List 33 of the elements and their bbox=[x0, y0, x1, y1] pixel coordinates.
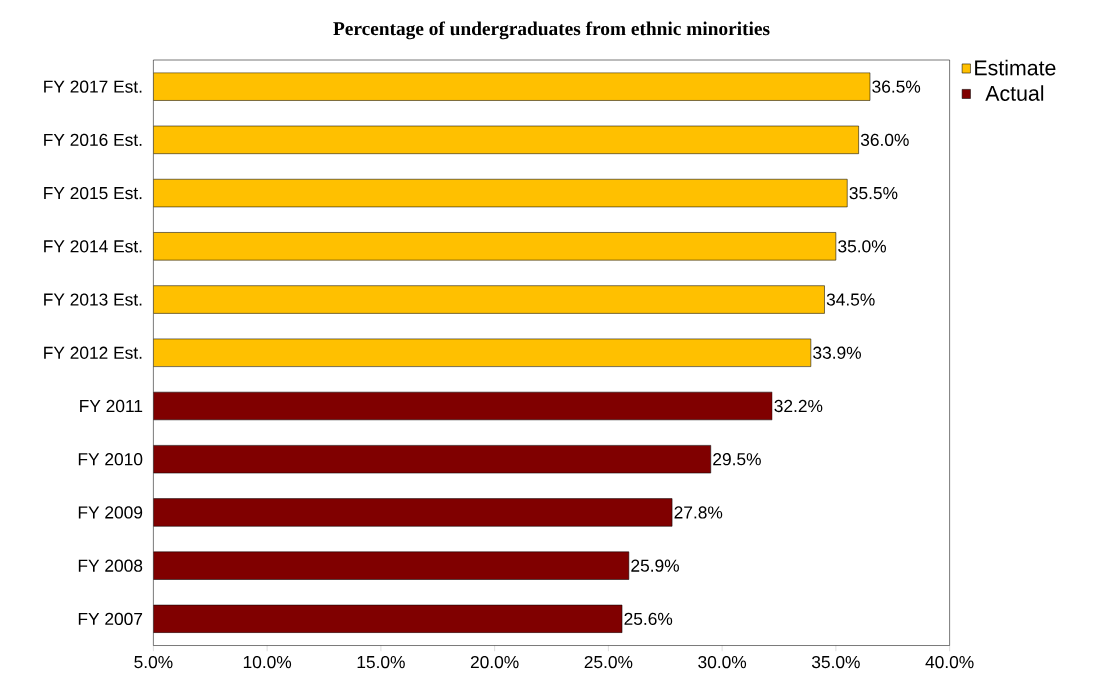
data-label: 35.5% bbox=[849, 187, 898, 200]
y-tick-label: FY 2011 bbox=[80, 400, 143, 413]
x-tick-label: 15.0% bbox=[357, 656, 405, 669]
data-label: 36.0% bbox=[860, 133, 909, 147]
x-tick-label: 25.0% bbox=[584, 656, 633, 669]
x-tick-label: 35.0% bbox=[811, 656, 860, 669]
y-tick-label: FY 2016 Est. bbox=[44, 133, 142, 147]
y-tick-label: FY 2012 Est. bbox=[44, 346, 142, 360]
chart-title: Percentage of undergraduates from ethnic minorities bbox=[333, 21, 770, 40]
data-label: 25.6% bbox=[624, 613, 673, 626]
data-label: 34.5% bbox=[826, 293, 875, 306]
y-tick-label: FY 2007 bbox=[78, 613, 143, 626]
x-tick-label: 5.0% bbox=[134, 656, 173, 669]
legend-label: Actual bbox=[985, 85, 1044, 102]
data-label: 36.5% bbox=[872, 80, 921, 93]
data-label: 29.5% bbox=[713, 453, 761, 466]
data-label: 32.2% bbox=[774, 400, 823, 413]
y-tick-label: FY 2017 Est. bbox=[44, 80, 142, 93]
legend-label: Estimate bbox=[975, 60, 1056, 76]
x-tick-label: 10.0% bbox=[243, 656, 292, 669]
data-label: 25.9% bbox=[631, 559, 679, 573]
y-tick-label: FY 2014 Est. bbox=[44, 240, 142, 253]
x-tick-label: 20.0% bbox=[470, 656, 519, 669]
y-tick-label: FY 2009 bbox=[78, 506, 143, 519]
y-tick-label: FY 2010 bbox=[78, 453, 143, 466]
x-tick-label: 30.0% bbox=[698, 656, 747, 669]
y-tick-label: FY 2013 Est. bbox=[44, 293, 142, 306]
data-label: 27.8% bbox=[674, 506, 723, 519]
y-tick-label: FY 2015 Est. bbox=[44, 187, 142, 200]
data-label: 33.9% bbox=[813, 346, 861, 360]
data-label: 35.0% bbox=[838, 240, 887, 253]
x-tick-label: 40.0% bbox=[925, 656, 974, 669]
y-tick-label: FY 2008 bbox=[78, 559, 143, 573]
